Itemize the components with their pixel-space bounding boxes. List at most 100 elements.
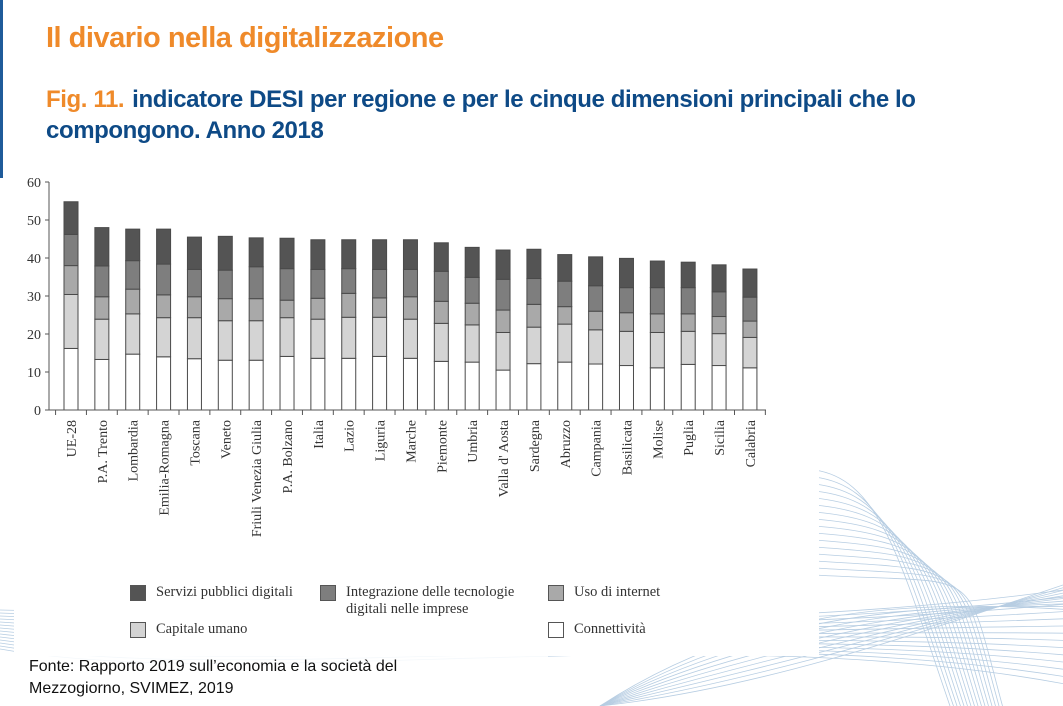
bar-segment-integrazione [217, 269, 233, 300]
bar-segment-uso_internet [94, 296, 110, 320]
bar-segment-capitale_umano [464, 324, 480, 363]
bar-segment-servizi_pubblici [680, 261, 696, 289]
bar-segment-servizi_pubblici [557, 254, 573, 282]
bar-segment-servizi_pubblici [649, 260, 665, 289]
bar-segment-uso_internet [125, 288, 141, 315]
bar-segment-capitale_umano [711, 333, 727, 367]
y-axis: 0 10 20 30 40 50 60 [27, 176, 50, 419]
y-tick-label: 50 [27, 214, 41, 229]
bar-segment-integrazione [742, 296, 758, 322]
bar-segment-connettivita [680, 363, 696, 411]
legend-label: Integrazione delle tecnologie digitali n… [346, 584, 515, 617]
bar-segment-connettivita [464, 361, 480, 411]
section-title: Il divario nella digitalizzazione [46, 22, 444, 54]
bar-segment-capitale_umano [526, 326, 542, 365]
bar-segment-capitale_umano [618, 330, 634, 367]
x-tick-label: Molise [651, 420, 666, 459]
wave-line [814, 490, 961, 706]
bar-segment-connettivita [217, 359, 233, 411]
bar-segment-servizi_pubblici [526, 248, 542, 280]
bar-segment-servizi_pubblici [156, 228, 172, 265]
y-tick-label: 40 [27, 252, 41, 267]
bar-segment-connettivita [557, 361, 573, 411]
bar-segment-capitale_umano [557, 323, 573, 363]
bar-segment-connettivita [433, 360, 449, 411]
figure-number: Fig. 11. [46, 86, 125, 113]
x-tick-label: Friuli Venezia Giulia [250, 419, 265, 537]
bar-segment-connettivita [125, 353, 141, 411]
bar-segment-connettivita [186, 358, 202, 411]
y-tick-label: 0 [34, 404, 41, 419]
bar-segment-servizi_pubblici [94, 227, 110, 267]
x-tick-label: Basilicata [620, 419, 635, 475]
bar-segment-integrazione [279, 268, 295, 301]
bar-segment-connettivita [588, 363, 604, 411]
bar-segment-servizi_pubblici [711, 264, 727, 293]
bar-segment-capitale_umano [156, 317, 172, 358]
bar-segment-integrazione [156, 263, 172, 296]
x-tick-label: Marche [404, 420, 419, 463]
desi-stacked-bar-chart: 0 10 20 30 40 50 60 UE-28 P.A. Trento Lombardia E… [27, 176, 766, 537]
bar-segment-connettivita [649, 367, 665, 411]
bar-segment-uso_internet [63, 265, 79, 295]
bar-segment-capitale_umano [372, 316, 388, 357]
bar-segment-uso_internet [217, 298, 233, 322]
legend-swatch [320, 585, 336, 601]
bar-segment-capitale_umano [94, 318, 110, 360]
bar-segment-integrazione [557, 280, 573, 308]
bar-segment-connettivita [495, 369, 511, 411]
wave-line [814, 525, 979, 706]
wave-line [814, 553, 993, 706]
wave-line [814, 532, 982, 706]
x-tick-label: Sicilia [713, 419, 728, 456]
bar-segment-servizi_pubblici [464, 246, 480, 278]
wave-line [814, 483, 958, 706]
bar-segment-capitale_umano [125, 313, 141, 355]
wave-line [814, 560, 996, 706]
bar-segment-integrazione [341, 268, 357, 294]
bar-segment-capitale_umano [341, 316, 357, 359]
x-tick-label: Piemonte [435, 420, 450, 473]
bar-segment-connettivita [526, 363, 542, 411]
bar-segment-servizi_pubblici [186, 236, 202, 270]
bar-segment-uso_internet [156, 294, 172, 319]
legend-item-connettivita: Connettività [548, 621, 646, 638]
bar-segment-capitale_umano [680, 330, 696, 365]
bar-segment-connettivita [310, 357, 326, 411]
legend-item-uso-internet: Uso di internet [548, 584, 660, 601]
wave-line [814, 469, 951, 706]
bar-segment-uso_internet [341, 292, 357, 318]
x-tick-label: Italia [312, 419, 327, 449]
bar-segment-capitale_umano [433, 322, 449, 362]
bar-segment-capitale_umano [402, 318, 418, 359]
wave-line [814, 518, 975, 706]
bar-segment-integrazione [588, 285, 604, 312]
x-tick-label: Lombardia [127, 419, 142, 481]
bar-segment-capitale_umano [588, 329, 604, 365]
bar-segment-integrazione [310, 268, 326, 299]
bar-segment-uso_internet [618, 312, 634, 332]
bar-segment-servizi_pubblici [588, 256, 604, 287]
x-tick-label: Calabria [744, 419, 759, 467]
bar-segment-integrazione [526, 278, 542, 305]
source-note: Fonte: Rapporto 2019 sull’economia e la … [14, 656, 548, 706]
bar-segment-integrazione [402, 268, 418, 298]
wave-line [814, 504, 968, 706]
legend-label: Uso di internet [574, 584, 661, 600]
bar-segment-capitale_umano [248, 320, 264, 361]
wave-line [814, 497, 965, 706]
legend-item-integrazione: Integrazione delle tecnologie digitali n… [320, 584, 514, 618]
x-tick-label: Sardegna [528, 419, 543, 472]
bar-segment-connettivita [94, 358, 110, 411]
bar-segment-capitale_umano [742, 336, 758, 369]
legend-label: Servizi pubblici digitali [156, 584, 293, 600]
bar-segment-capitale_umano [310, 318, 326, 359]
bar-segment-servizi_pubblici [402, 239, 418, 270]
bar-segment-servizi_pubblici [341, 239, 357, 270]
legend-swatch [548, 622, 564, 638]
x-tick-label: P.A. Bolzano [281, 420, 296, 494]
bar-segment-servizi_pubblici [63, 201, 79, 235]
y-tick-label: 10 [27, 366, 41, 381]
bar-segment-integrazione [433, 270, 449, 302]
legend-item-servizi-pubblici: Servizi pubblici digitali [130, 584, 293, 601]
